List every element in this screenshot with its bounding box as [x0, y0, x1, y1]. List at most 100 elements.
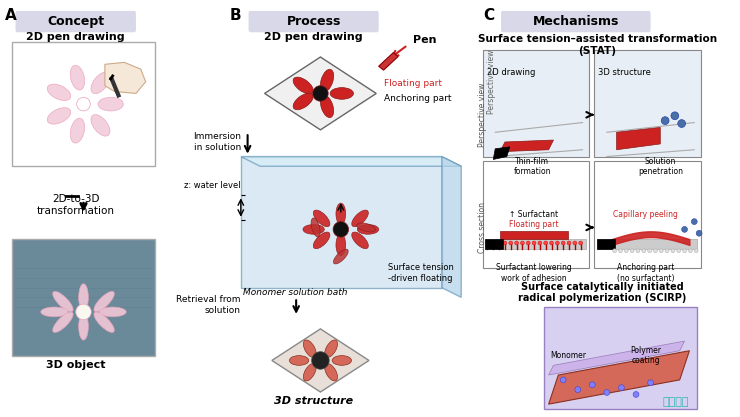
- Text: Polymer
coating: Polymer coating: [630, 346, 662, 365]
- Ellipse shape: [94, 291, 114, 312]
- Ellipse shape: [47, 84, 71, 100]
- Text: Monomer solution bath: Monomer solution bath: [243, 288, 347, 297]
- Polygon shape: [105, 63, 146, 93]
- Circle shape: [648, 249, 651, 253]
- Circle shape: [550, 241, 554, 245]
- Text: Process: Process: [286, 15, 341, 28]
- Circle shape: [503, 241, 507, 245]
- Polygon shape: [548, 341, 684, 375]
- Ellipse shape: [41, 307, 68, 317]
- Ellipse shape: [357, 224, 379, 234]
- Circle shape: [491, 241, 495, 245]
- Ellipse shape: [303, 340, 316, 357]
- Polygon shape: [265, 57, 376, 130]
- Ellipse shape: [303, 364, 316, 381]
- Polygon shape: [548, 351, 690, 404]
- Circle shape: [691, 219, 697, 224]
- Circle shape: [333, 221, 349, 237]
- Polygon shape: [272, 329, 369, 392]
- Ellipse shape: [94, 312, 114, 332]
- Ellipse shape: [289, 356, 309, 365]
- Text: 3D structure: 3D structure: [598, 68, 651, 77]
- Polygon shape: [494, 147, 510, 159]
- Ellipse shape: [320, 95, 334, 118]
- Text: Monomer: Monomer: [550, 351, 586, 360]
- Ellipse shape: [293, 93, 313, 110]
- Circle shape: [653, 249, 657, 253]
- Text: Perspective view: Perspective view: [478, 83, 487, 147]
- Ellipse shape: [357, 223, 375, 232]
- Circle shape: [556, 241, 559, 245]
- Text: Anchoring part
(no surfactant): Anchoring part (no surfactant): [617, 264, 674, 283]
- Circle shape: [514, 241, 519, 245]
- Ellipse shape: [330, 88, 354, 99]
- Ellipse shape: [98, 97, 124, 111]
- Ellipse shape: [70, 118, 84, 143]
- Text: Surface catalytically initiated
radical polymerization (SCIRP): Surface catalytically initiated radical …: [518, 282, 686, 303]
- Circle shape: [575, 387, 581, 392]
- Ellipse shape: [313, 232, 330, 249]
- FancyBboxPatch shape: [544, 307, 697, 409]
- Ellipse shape: [70, 65, 84, 90]
- Circle shape: [75, 304, 91, 320]
- Ellipse shape: [91, 72, 110, 93]
- Text: 2D drawing: 2D drawing: [488, 68, 536, 77]
- Ellipse shape: [352, 232, 369, 249]
- Circle shape: [696, 230, 702, 236]
- Circle shape: [538, 241, 542, 245]
- FancyBboxPatch shape: [501, 11, 650, 32]
- Circle shape: [526, 241, 530, 245]
- Circle shape: [625, 249, 628, 253]
- Circle shape: [604, 389, 610, 395]
- Circle shape: [544, 241, 548, 245]
- Text: 2D-to-3D
transformation: 2D-to-3D transformation: [37, 194, 115, 216]
- Circle shape: [630, 249, 634, 253]
- Text: Surface tension
-driven floating: Surface tension -driven floating: [388, 264, 454, 283]
- Ellipse shape: [325, 364, 337, 381]
- Polygon shape: [500, 140, 554, 152]
- FancyBboxPatch shape: [249, 11, 379, 32]
- Circle shape: [662, 117, 669, 125]
- Circle shape: [633, 392, 639, 397]
- Text: Capillary peeling: Capillary peeling: [613, 210, 678, 219]
- FancyBboxPatch shape: [240, 156, 442, 288]
- Ellipse shape: [91, 115, 110, 136]
- Text: 2D pen drawing: 2D pen drawing: [27, 32, 125, 42]
- Circle shape: [579, 241, 582, 245]
- Text: B: B: [229, 8, 241, 23]
- Circle shape: [688, 249, 693, 253]
- FancyBboxPatch shape: [482, 50, 589, 156]
- FancyBboxPatch shape: [12, 239, 155, 356]
- Circle shape: [648, 380, 653, 386]
- Circle shape: [665, 249, 669, 253]
- Circle shape: [619, 249, 622, 253]
- Text: Anchoring part: Anchoring part: [383, 94, 451, 103]
- Circle shape: [589, 382, 595, 388]
- Circle shape: [560, 377, 566, 383]
- Circle shape: [313, 85, 329, 101]
- Polygon shape: [616, 128, 660, 150]
- Circle shape: [682, 249, 687, 253]
- Text: z: water level: z: water level: [184, 181, 240, 190]
- Text: Surface tension–assisted transformation
(STAT): Surface tension–assisted transformation …: [477, 34, 717, 56]
- Circle shape: [636, 249, 640, 253]
- Circle shape: [619, 385, 625, 391]
- Circle shape: [561, 241, 565, 245]
- Circle shape: [77, 97, 90, 111]
- Text: Thin-film
formation: Thin-film formation: [514, 156, 551, 176]
- Text: Pen: Pen: [413, 35, 436, 45]
- FancyBboxPatch shape: [597, 239, 615, 249]
- Ellipse shape: [293, 77, 313, 94]
- Circle shape: [567, 241, 571, 245]
- Ellipse shape: [334, 249, 349, 264]
- Circle shape: [497, 241, 501, 245]
- Text: 3D object: 3D object: [46, 360, 106, 370]
- Text: Perspective view: Perspective view: [488, 50, 497, 114]
- Text: Solution
penetration: Solution penetration: [638, 156, 683, 176]
- Circle shape: [509, 241, 513, 245]
- Circle shape: [642, 249, 646, 253]
- Text: 谷音下载: 谷音下载: [663, 397, 690, 407]
- FancyBboxPatch shape: [485, 239, 503, 249]
- FancyBboxPatch shape: [500, 231, 568, 239]
- Ellipse shape: [53, 291, 73, 312]
